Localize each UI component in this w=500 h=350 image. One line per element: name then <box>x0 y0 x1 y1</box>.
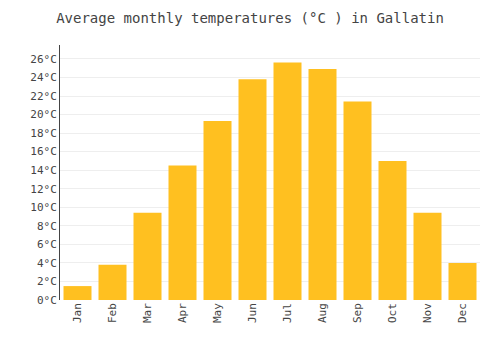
svg-text:24°C: 24°C <box>30 71 57 84</box>
svg-text:Dec: Dec <box>456 303 469 323</box>
svg-text:May: May <box>211 303 224 323</box>
svg-text:Jul: Jul <box>281 303 294 323</box>
svg-text:22°C: 22°C <box>30 90 57 103</box>
svg-text:Jan: Jan <box>71 303 84 323</box>
svg-text:Aug: Aug <box>316 303 329 323</box>
svg-text:Average monthly temperatures (: Average monthly temperatures (°C ) in Ga… <box>56 10 444 26</box>
svg-text:26°C: 26°C <box>30 53 57 66</box>
svg-text:Mar: Mar <box>141 303 154 323</box>
svg-text:Jun: Jun <box>246 303 259 323</box>
svg-text:20°C: 20°C <box>30 108 57 121</box>
svg-text:8°C: 8°C <box>37 220 57 233</box>
svg-text:Oct: Oct <box>386 303 399 323</box>
svg-text:0°C: 0°C <box>37 294 57 307</box>
svg-text:Apr: Apr <box>176 303 189 323</box>
svg-text:4°C: 4°C <box>37 257 57 270</box>
svg-text:6°C: 6°C <box>37 238 57 251</box>
svg-text:Feb: Feb <box>106 303 119 323</box>
svg-text:Nov: Nov <box>421 303 434 323</box>
svg-text:12°C: 12°C <box>30 183 57 196</box>
svg-text:10°C: 10°C <box>30 201 57 214</box>
svg-text:Sep: Sep <box>351 303 364 323</box>
svg-text:18°C: 18°C <box>30 127 57 140</box>
svg-text:2°C: 2°C <box>37 275 57 288</box>
svg-text:16°C: 16°C <box>30 145 57 158</box>
svg-text:14°C: 14°C <box>30 164 57 177</box>
